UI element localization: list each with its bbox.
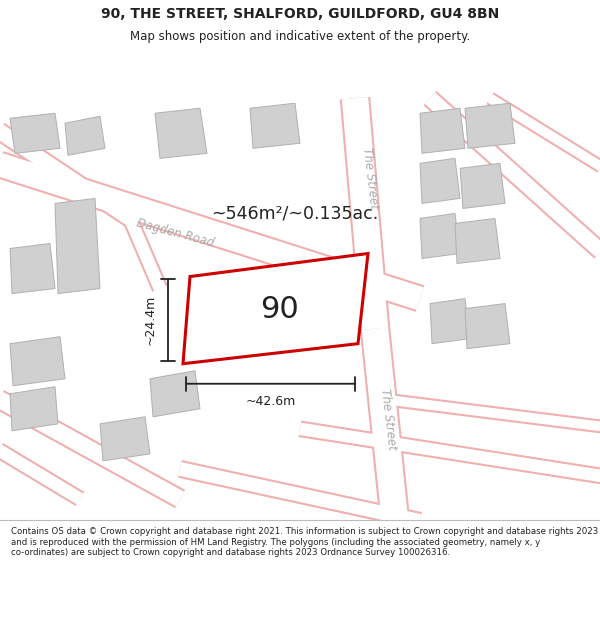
Text: 90: 90 [260,295,299,324]
Text: 90, THE STREET, SHALFORD, GUILDFORD, GU4 8BN: 90, THE STREET, SHALFORD, GUILDFORD, GU4… [101,8,499,21]
Text: ~546m²/~0.135ac.: ~546m²/~0.135ac. [211,204,379,222]
Text: The Street: The Street [378,388,398,450]
Polygon shape [55,198,100,294]
Polygon shape [183,254,368,364]
Polygon shape [420,108,465,153]
Text: Dagden Road: Dagden Road [135,217,215,250]
Text: Contains OS data © Crown copyright and database right 2021. This information is : Contains OS data © Crown copyright and d… [11,528,598,557]
Text: Map shows position and indicative extent of the property.: Map shows position and indicative extent… [130,29,470,42]
Polygon shape [150,371,200,417]
Polygon shape [460,163,505,208]
Polygon shape [100,417,150,461]
Polygon shape [10,244,55,294]
Polygon shape [420,158,460,203]
Polygon shape [250,103,300,148]
Polygon shape [465,304,510,349]
Polygon shape [10,337,65,386]
Text: ~24.4m: ~24.4m [143,295,157,345]
Polygon shape [10,113,60,153]
Polygon shape [420,213,460,259]
Polygon shape [430,299,470,344]
Polygon shape [455,219,500,264]
Polygon shape [65,116,105,156]
Polygon shape [10,387,58,431]
Text: ~42.6m: ~42.6m [245,395,296,408]
Polygon shape [465,103,515,148]
Polygon shape [155,108,207,158]
Text: The Street: The Street [360,147,380,210]
